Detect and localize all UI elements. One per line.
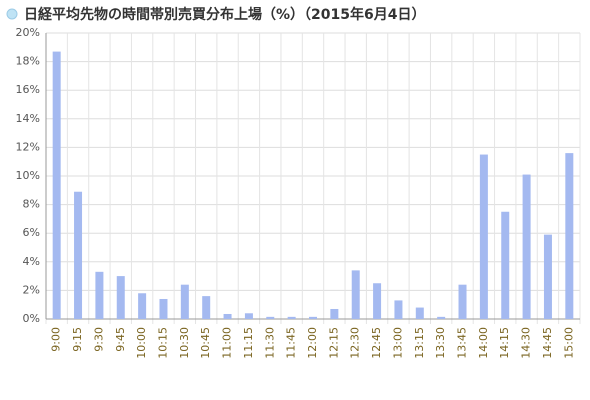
x-tick-label: 9:45 [114,327,127,352]
x-tick-label: 14:45 [541,327,554,359]
x-tick-label: 13:45 [456,327,469,359]
y-tick-label: 12% [16,140,40,153]
x-tick-label: 13:00 [391,327,404,359]
x-tick-label: 13:30 [434,327,447,359]
bar [52,51,61,320]
x-tick-label: 10:30 [178,327,191,359]
bar [543,234,552,319]
bar [223,313,232,319]
y-tick-label: 6% [23,226,40,239]
y-tick-label: 20% [16,26,40,39]
x-tick-label: 11:15 [242,327,255,359]
x-tick-label: 10:00 [135,327,148,359]
chart-title: 日経平均先物の時間帯別売買分布上場（%）（2015年6月4日） [24,6,425,23]
x-tick-label: 15:00 [562,327,575,359]
x-tick-label: 9:15 [71,327,84,352]
bar [266,316,275,319]
y-tick-label: 2% [23,283,40,296]
bar [95,271,104,319]
x-tick-label: 9:00 [50,327,63,352]
x-tick-label: 11:45 [285,327,298,359]
y-tick-label: 4% [23,255,40,268]
x-tick-label: 14:30 [520,327,533,359]
x-tick-label: 12:15 [327,327,340,359]
y-tick-label: 0% [23,312,40,325]
bar [244,313,253,319]
y-tick-label: 10% [16,169,40,182]
bar [309,316,317,319]
x-tick-label: 10:15 [156,327,169,359]
bar [501,211,510,319]
x-tick-label: 12:00 [306,327,319,359]
y-tick-label: 8% [23,198,40,211]
bar [159,298,168,319]
x-tick-label: 14:00 [477,327,490,359]
x-tick-label: 10:45 [199,327,212,359]
bar [116,276,125,319]
bar [437,316,446,319]
bar [202,296,211,319]
bar [522,174,531,319]
bar [565,153,574,319]
bar [74,191,83,319]
bar [351,270,360,319]
x-tick-label: 11:30 [263,327,276,359]
x-tick-label: 13:15 [413,327,426,359]
bar [458,284,467,319]
y-tick-label: 14% [16,112,40,125]
bar [394,300,403,319]
x-tick-label: 14:15 [498,327,511,359]
bar [330,308,339,319]
bar [373,283,382,319]
bar [415,307,424,319]
y-tick-label: 16% [16,83,40,96]
bar [138,293,147,319]
bar [180,284,189,319]
x-tick-label: 12:45 [370,327,383,359]
x-tick-label: 12:30 [349,327,362,359]
bar [479,154,488,319]
x-tick-label: 11:00 [221,327,234,359]
title-bullet [6,8,18,20]
x-tick-label: 9:30 [92,327,105,352]
y-tick-label: 18% [16,55,40,68]
bar [287,316,296,319]
